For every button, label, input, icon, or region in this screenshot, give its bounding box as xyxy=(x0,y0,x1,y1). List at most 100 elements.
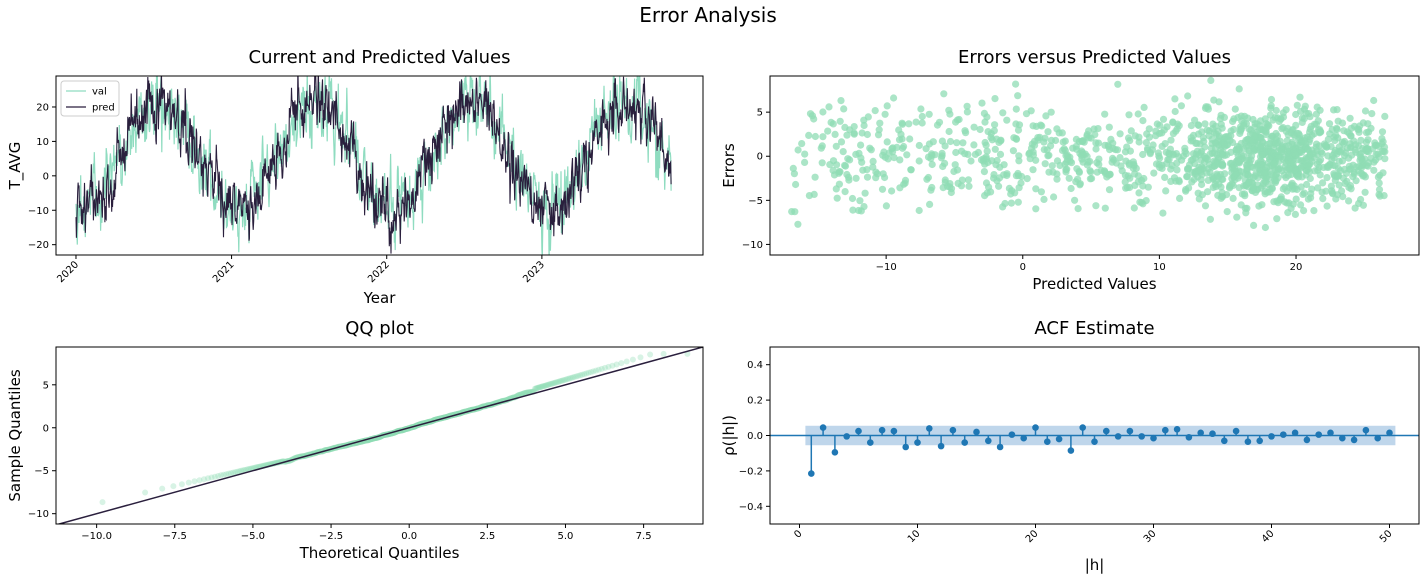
scatter-point xyxy=(1191,160,1199,168)
qq-point xyxy=(570,374,576,381)
scatter-point xyxy=(1310,207,1318,215)
scatter-point xyxy=(1361,107,1370,115)
scatter-point xyxy=(996,163,1004,171)
scatter-point xyxy=(1012,120,1020,128)
scatter-point xyxy=(1105,123,1113,131)
scatter-point xyxy=(1113,146,1122,154)
acf-marker xyxy=(996,443,1004,451)
scatter-point xyxy=(1084,158,1092,166)
scatter-point xyxy=(1307,122,1315,130)
scatter-point xyxy=(1361,188,1369,196)
scatter-point xyxy=(1135,189,1143,197)
scatter-point xyxy=(839,148,847,156)
qq-point xyxy=(537,384,544,391)
scatter-point xyxy=(1278,167,1286,175)
scatter-point xyxy=(1301,102,1309,110)
scatter-point xyxy=(890,94,898,102)
scatter-point xyxy=(1047,108,1055,116)
qq-point xyxy=(523,389,530,396)
qq-point xyxy=(568,374,575,381)
scatter-point xyxy=(1261,223,1269,232)
errors-vs-predicted-title: Errors versus Predicted Values xyxy=(958,47,1231,68)
qq-point xyxy=(602,364,608,371)
qq-point xyxy=(538,383,545,390)
qq-point xyxy=(243,466,250,473)
acf-marker xyxy=(1079,424,1086,431)
qq-point xyxy=(542,382,549,389)
qq-reference-line xyxy=(56,347,703,524)
scatter-point xyxy=(993,177,1001,185)
qq-point xyxy=(532,385,538,392)
scatter-point xyxy=(1221,141,1229,149)
scatter-point xyxy=(900,142,908,151)
scatter-point xyxy=(1150,169,1158,177)
scatter-point xyxy=(955,115,963,124)
acf-marker xyxy=(1055,435,1063,443)
acf-marker xyxy=(1020,434,1027,442)
qq-plot-x-tick-label: 2.5 xyxy=(479,531,495,542)
scatter-point xyxy=(1184,92,1192,100)
scatter-point xyxy=(1336,167,1344,175)
qq-point xyxy=(554,379,561,386)
qq-point xyxy=(558,377,565,384)
scatter-point xyxy=(959,139,967,147)
scatter-point xyxy=(1203,169,1211,177)
qq-point xyxy=(524,389,530,396)
scatter-point xyxy=(1091,131,1099,139)
scatter-point xyxy=(848,194,857,203)
scatter-point xyxy=(1048,162,1056,170)
scatter-point xyxy=(1023,175,1031,183)
scatter-point xyxy=(1266,139,1274,148)
scatter-point xyxy=(1313,103,1321,111)
scatter-point xyxy=(1149,141,1157,149)
scatter-point xyxy=(1037,188,1045,196)
scatter-point xyxy=(1275,117,1283,126)
scatter-point xyxy=(876,119,884,127)
scatter-point xyxy=(1062,166,1070,174)
qq-point xyxy=(521,390,528,396)
acf-marker xyxy=(1362,426,1370,434)
scatter-point xyxy=(810,190,818,198)
scatter-point xyxy=(846,126,854,134)
acf-marker xyxy=(1280,431,1287,438)
scatter-point xyxy=(1279,185,1287,193)
qq-point xyxy=(223,471,230,478)
scatter-point xyxy=(1042,112,1050,120)
scatter-point xyxy=(1359,201,1367,209)
qq-point xyxy=(587,369,594,376)
qq-point xyxy=(556,378,563,385)
acf-marker xyxy=(1303,436,1311,444)
acf-marker xyxy=(1126,427,1134,435)
scatter-point xyxy=(863,166,871,174)
scatter-point xyxy=(1314,184,1322,192)
qq-point xyxy=(220,471,227,478)
scatter-point xyxy=(1315,142,1323,150)
qq-point xyxy=(191,478,198,485)
qq-point xyxy=(575,372,582,379)
scatter-point xyxy=(1014,126,1023,134)
qq-point xyxy=(236,468,243,475)
scatter-point xyxy=(832,142,840,150)
current-predicted-y-tick-label: −10 xyxy=(28,206,49,217)
acf-estimate-y-tick-label: 0.2 xyxy=(747,396,763,407)
acf-marker xyxy=(1291,429,1299,437)
scatter-point xyxy=(925,110,933,118)
scatter-point xyxy=(1347,143,1355,151)
scatter-point xyxy=(1071,196,1079,204)
scatter-point xyxy=(846,156,854,164)
scatter-point xyxy=(896,184,904,192)
scatter-point xyxy=(1211,139,1219,147)
scatter-point xyxy=(1130,204,1138,212)
scatter-point xyxy=(1003,116,1011,124)
scatter-point xyxy=(1267,95,1276,104)
qq-point xyxy=(230,469,237,476)
scatter-point xyxy=(1028,140,1036,148)
qq-point xyxy=(553,379,560,386)
scatter-point xyxy=(1296,107,1305,115)
scatter-point xyxy=(1050,193,1058,201)
scatter-point xyxy=(1022,110,1031,118)
scatter-point xyxy=(981,192,989,200)
scatter-point xyxy=(1078,137,1086,145)
acf-marker xyxy=(1350,436,1358,444)
acf-marker xyxy=(949,426,957,434)
